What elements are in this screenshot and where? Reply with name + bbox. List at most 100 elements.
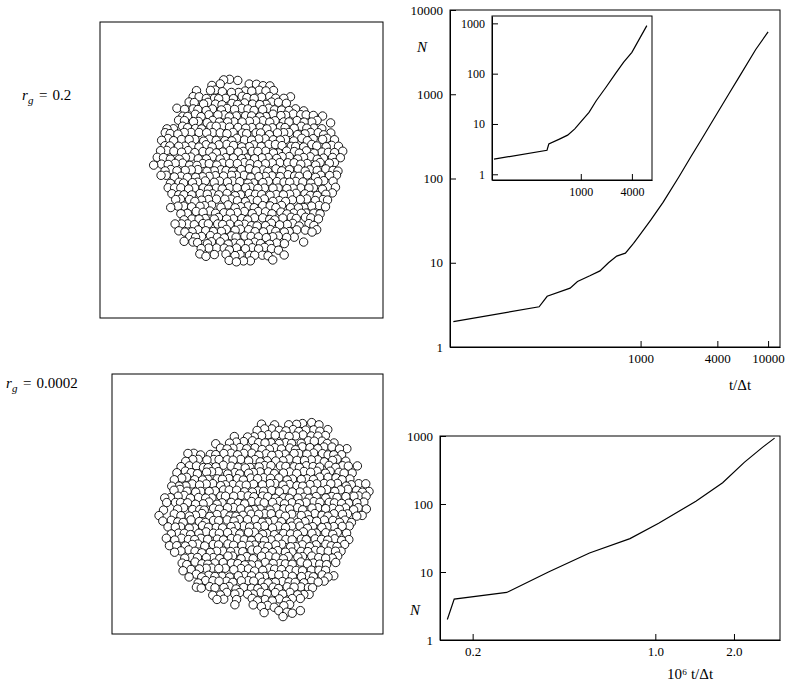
tick-mark bbox=[492, 23, 498, 24]
particle bbox=[260, 608, 268, 616]
x-axis: 0.2 1.0 2.0 bbox=[441, 634, 781, 659]
particle bbox=[210, 250, 218, 258]
tick: 4000 bbox=[705, 341, 731, 366]
tick-label: 1000 bbox=[407, 429, 433, 444]
tick-mark bbox=[450, 179, 456, 180]
particle bbox=[249, 601, 257, 609]
tick-label: 1 bbox=[479, 168, 485, 182]
particle bbox=[180, 237, 188, 245]
tick-label: 10000 bbox=[411, 3, 444, 18]
tick-label: 10000 bbox=[752, 351, 785, 366]
particle bbox=[178, 474, 186, 482]
tick-label: 1000 bbox=[461, 17, 485, 31]
particle bbox=[296, 594, 304, 602]
data-line bbox=[494, 26, 647, 159]
axis-line bbox=[492, 17, 493, 181]
tick-label: 0.2 bbox=[465, 644, 481, 659]
particle bbox=[202, 252, 210, 260]
axis-line bbox=[440, 437, 441, 641]
y-axis: 1 10 100 1000 bbox=[407, 429, 446, 648]
inset-chart: 1000 4000 1 10 100 1000 bbox=[461, 16, 653, 199]
tick-label: 1.0 bbox=[648, 644, 664, 659]
particle bbox=[149, 161, 157, 169]
tick: 10 bbox=[473, 117, 498, 131]
snapshot-subscript: g bbox=[12, 382, 18, 394]
tick-mark bbox=[473, 634, 474, 640]
particle bbox=[271, 431, 279, 439]
x-axis-title: 10⁶ t/Δt bbox=[667, 666, 714, 682]
snapshot-frame bbox=[112, 374, 383, 634]
particle bbox=[215, 564, 223, 572]
particle bbox=[206, 86, 214, 94]
x-axis: 1000 4000 bbox=[493, 174, 653, 199]
particle bbox=[280, 251, 288, 259]
tick-mark bbox=[717, 341, 718, 347]
plot-frame bbox=[450, 10, 780, 347]
tick-label: 4000 bbox=[705, 351, 731, 366]
tick: 4000 bbox=[620, 174, 644, 199]
tick: 1.0 bbox=[648, 634, 664, 659]
tick-mark bbox=[632, 174, 633, 180]
particle bbox=[157, 171, 165, 179]
tick: 1000 bbox=[407, 429, 446, 444]
particle bbox=[328, 443, 336, 451]
tick-label: 1000 bbox=[569, 185, 593, 199]
particle bbox=[213, 595, 221, 603]
tick-mark bbox=[492, 174, 498, 175]
particle bbox=[197, 584, 205, 592]
tick-label: 100 bbox=[467, 67, 485, 81]
y-axis-title: N bbox=[409, 602, 421, 618]
plot-frame bbox=[492, 16, 652, 180]
axis-line bbox=[451, 347, 781, 348]
chart: 1000400010000110100100010000t/ΔtN bbox=[411, 3, 785, 393]
chart: 0.2 1.0 2.0 1 10 100 1000 10⁶ t/Δt N bbox=[407, 429, 781, 682]
figure: rg=0.2rg=0.00021000400010000110100100010… bbox=[0, 0, 811, 688]
tick-mark bbox=[450, 10, 456, 11]
x-axis: 1000 4000 10000 bbox=[451, 341, 785, 366]
x-axis-title: t/Δt bbox=[729, 377, 752, 393]
y-axis: 110100100010000 bbox=[411, 3, 457, 355]
particle bbox=[237, 455, 245, 463]
particle bbox=[234, 76, 242, 84]
particle bbox=[296, 195, 304, 203]
particle bbox=[173, 104, 181, 112]
particle bbox=[244, 528, 252, 536]
particle bbox=[353, 462, 361, 470]
tick-mark bbox=[450, 347, 456, 348]
tick-label: 10 bbox=[420, 565, 433, 580]
tick-label: 4000 bbox=[620, 185, 644, 199]
tick-mark bbox=[641, 341, 642, 347]
tick: 100 bbox=[414, 497, 447, 512]
particle bbox=[185, 573, 193, 581]
particle bbox=[170, 548, 178, 556]
tick: 2.0 bbox=[726, 634, 742, 659]
tick: 1000 bbox=[461, 17, 498, 31]
particle bbox=[332, 558, 340, 566]
tick-mark bbox=[492, 124, 498, 125]
tick: 1000 bbox=[417, 87, 456, 102]
tick-mark bbox=[450, 94, 456, 95]
y-axis-title: N bbox=[416, 39, 428, 55]
tick-label: 10 bbox=[430, 255, 443, 270]
particle bbox=[187, 516, 195, 524]
plot-area bbox=[447, 438, 774, 619]
plot-area bbox=[494, 26, 647, 159]
tick-label: 1000 bbox=[417, 87, 443, 102]
particle bbox=[205, 159, 213, 167]
particle bbox=[269, 256, 277, 264]
particle bbox=[232, 258, 240, 266]
tick: 1 bbox=[427, 633, 447, 648]
tick: 1000 bbox=[628, 341, 654, 366]
particle bbox=[321, 203, 329, 211]
snapshot-value: 0.0002 bbox=[36, 375, 77, 391]
axis-line bbox=[441, 640, 781, 641]
tick-label: 10 bbox=[473, 117, 485, 131]
snapshot-frame bbox=[100, 22, 383, 318]
particle bbox=[288, 609, 296, 617]
tick: 0.2 bbox=[465, 634, 481, 659]
tick: 10 bbox=[430, 255, 456, 270]
snapshot-panel bbox=[112, 374, 383, 634]
particle bbox=[231, 601, 239, 609]
particle bbox=[274, 98, 282, 106]
tick: 1 bbox=[479, 168, 498, 182]
